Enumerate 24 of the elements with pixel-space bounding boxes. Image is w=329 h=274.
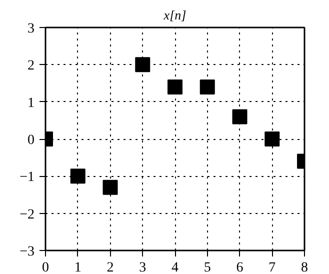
x-tick-label: 6 (236, 260, 244, 274)
y-tick-label: −2 (20, 207, 35, 222)
point (232, 109, 248, 124)
point (168, 79, 182, 94)
y-tick-label: 3 (28, 22, 34, 36)
y-tick-label: 2 (28, 58, 34, 74)
point (200, 79, 215, 94)
x-tick-label: 2 (106, 260, 114, 274)
point (70, 168, 86, 184)
chart-title: x[n] (162, 8, 186, 22)
x-tick-label: 3 (139, 260, 146, 274)
y-tick-label: −1 (20, 170, 35, 186)
y-tick-label: −3 (20, 244, 35, 260)
x-tick-label: 0 (42, 260, 49, 274)
x-tick-label: 1 (74, 260, 82, 274)
point (135, 57, 150, 72)
x-tick-label: 8 (301, 260, 308, 274)
point (102, 180, 118, 195)
point (264, 132, 280, 146)
x-tick-label: 4 (172, 260, 178, 274)
y-tick-label: 1 (28, 96, 34, 111)
y-tick-label: 0 (28, 133, 34, 148)
x-tick-label: 7 (268, 260, 276, 274)
x-tick-label: 5 (204, 260, 211, 274)
